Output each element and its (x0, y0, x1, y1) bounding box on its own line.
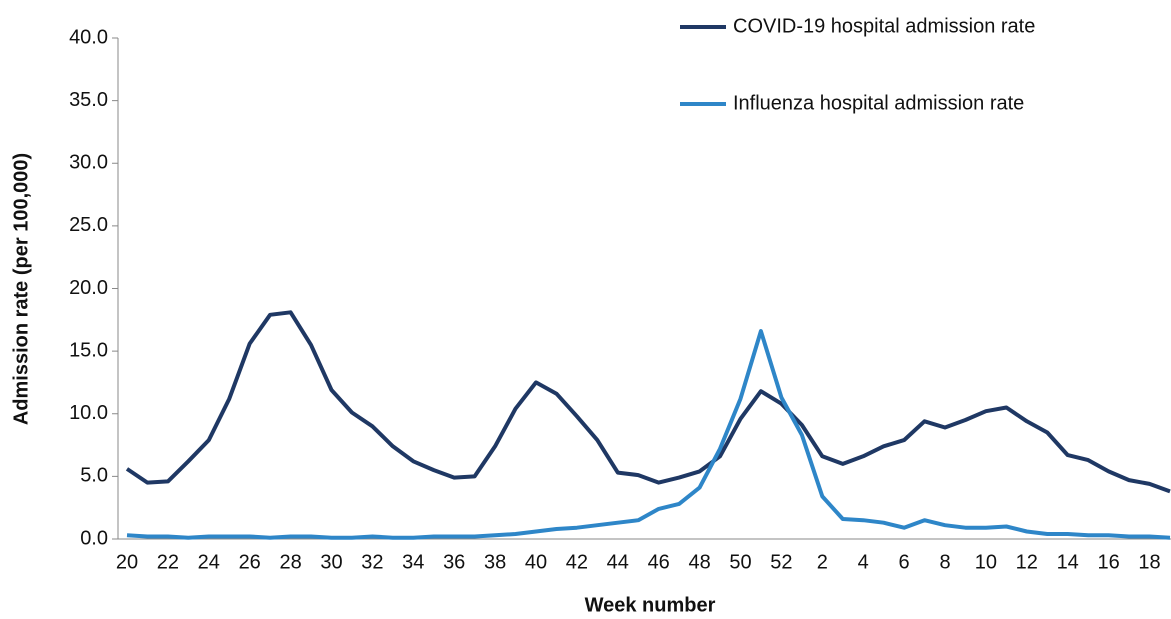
x-tick-label: 36 (443, 551, 465, 573)
series-line (125, 310, 1171, 494)
x-tick-label: 40 (525, 551, 547, 573)
x-tick-label: 16 (1097, 551, 1119, 573)
x-tick-label: 20 (116, 551, 138, 573)
x-tick-label: 28 (279, 551, 301, 573)
legend-label: Influenza hospital admission rate (733, 92, 1024, 114)
x-tick-label: 14 (1057, 551, 1079, 573)
x-tick-label: 34 (402, 551, 424, 573)
x-tick-label: 48 (688, 551, 710, 573)
x-tick-label: 4 (858, 551, 869, 573)
x-tick-label: 24 (198, 551, 220, 573)
y-axis-title: Admission rate (per 100,000) (10, 153, 32, 425)
x-tick-label: 44 (607, 551, 629, 573)
x-tick-label: 32 (361, 551, 383, 573)
x-tick-label: 18 (1138, 551, 1160, 573)
y-tick-label: 30.0 (69, 152, 108, 174)
x-tick-label: 8 (939, 551, 950, 573)
x-tick-label: 42 (566, 551, 588, 573)
x-tick-label: 52 (770, 551, 792, 573)
y-tick-label: 5.0 (80, 465, 108, 487)
y-tick-label: 0.0 (80, 527, 108, 549)
y-tick-label: 40.0 (69, 26, 108, 48)
y-tick-label: 15.0 (69, 339, 108, 361)
x-tick-label: 2 (817, 551, 828, 573)
x-tick-label: 26 (239, 551, 261, 573)
x-tick-label: 30 (320, 551, 342, 573)
y-tick-label: 20.0 (69, 277, 108, 299)
series-line (126, 329, 1171, 540)
y-tick-label: 10.0 (69, 402, 108, 424)
x-tick-label: 22 (157, 551, 179, 573)
y-tick-label: 35.0 (69, 89, 108, 111)
y-tick-label: 25.0 (69, 214, 108, 236)
x-tick-label: 50 (729, 551, 751, 573)
x-axis-title: Week number (585, 594, 716, 616)
x-tick-label: 38 (484, 551, 506, 573)
x-tick-label: 6 (899, 551, 910, 573)
x-tick-label: 12 (1016, 551, 1038, 573)
x-tick-label: 46 (648, 551, 670, 573)
legend-label: COVID-19 hospital admission rate (733, 15, 1035, 37)
x-tick-label: 10 (975, 551, 997, 573)
